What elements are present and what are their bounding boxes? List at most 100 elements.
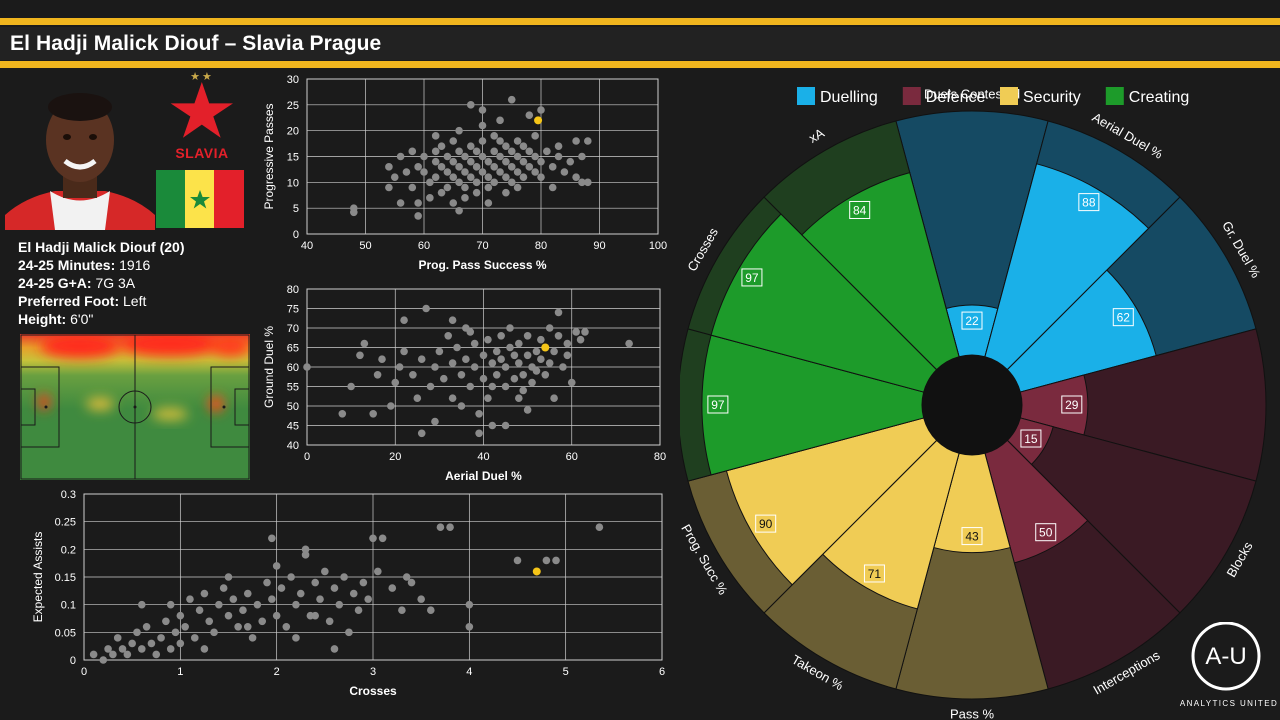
scatter-point: [513, 183, 522, 192]
scatter-point: [157, 634, 165, 642]
scatter-point: [550, 347, 558, 356]
scatter-point: [449, 157, 458, 166]
scatter-point: [455, 147, 463, 156]
scatter-point: [128, 639, 136, 648]
scatter-point: [523, 351, 532, 360]
scatter-point: [263, 578, 271, 587]
radar-value-badge: [1020, 429, 1042, 448]
scatter-point: [176, 639, 185, 648]
x-tick-label: 60: [418, 240, 430, 252]
scatter-point: [510, 351, 519, 360]
scatter-point: [340, 573, 348, 581]
scatter-point: [426, 382, 435, 391]
scatter-point: [502, 142, 510, 150]
minutes-value: 1916: [119, 257, 151, 273]
radar-value-label: 90: [759, 517, 773, 531]
scatter-point: [292, 600, 300, 609]
scatter-point: [446, 523, 454, 531]
scatter-point: [350, 208, 358, 217]
y-tick-label: 60: [287, 362, 299, 374]
scatter-point: [488, 359, 497, 367]
scatter-point: [532, 347, 541, 356]
scatter-point: [496, 152, 504, 161]
scatter-point: [472, 188, 481, 197]
scatter-point: [470, 363, 479, 371]
y-tick-label: 0.1: [61, 600, 76, 612]
scatter-point: [584, 178, 592, 187]
scatter-point: [625, 339, 633, 348]
scatter-point: [420, 152, 428, 161]
y-tick-label: 25: [287, 100, 299, 112]
scatter-point: [104, 645, 112, 653]
scatter-point: [461, 168, 469, 176]
y-axis-label: Progressive Passes: [262, 103, 276, 209]
x-axis-label: Aerial Duel %: [445, 469, 522, 483]
scatter-point: [431, 363, 439, 371]
scatter-point: [417, 429, 426, 438]
scatter-point: [345, 628, 353, 637]
scatter-point: [478, 106, 487, 114]
scatter-point: [431, 132, 440, 140]
scatter-point: [484, 173, 493, 181]
scatter-point: [455, 163, 463, 171]
scatter-point: [497, 332, 505, 340]
scatter-point: [461, 183, 469, 192]
scatter-point: [359, 578, 368, 587]
scatter-point: [478, 168, 487, 176]
scatter-point: [123, 650, 132, 659]
scatter-point: [465, 623, 474, 631]
scatter-point: [414, 163, 422, 171]
scatter-point: [478, 152, 487, 161]
scatter-point: [543, 147, 551, 156]
scatter-point: [537, 106, 545, 114]
scatter-point: [567, 378, 576, 387]
scatter-point: [296, 589, 305, 598]
scatter-point: [484, 199, 493, 207]
scatter-point: [109, 650, 117, 659]
scatter-point: [431, 417, 439, 426]
radar-value-badge: [961, 527, 983, 546]
scatter-point: [437, 142, 446, 150]
scatter-point: [466, 328, 475, 336]
scatter-point: [272, 562, 281, 570]
scatter-point: [321, 567, 329, 576]
scatter-point: [525, 111, 534, 119]
radar-value-label: 15: [1024, 432, 1038, 446]
scatter-point: [531, 132, 539, 140]
scatter-point: [554, 142, 563, 150]
scatter-point: [395, 363, 404, 371]
x-tick-label: 3: [370, 666, 376, 678]
scatter-point: [253, 600, 262, 609]
scatter-point: [484, 157, 493, 166]
scatter-point: [552, 556, 560, 565]
scatter-point: [542, 556, 551, 565]
scatter-point: [470, 339, 479, 348]
scatter-point: [523, 406, 532, 414]
scatter-point: [455, 126, 463, 135]
scatter-point: [554, 308, 563, 317]
scatter-point: [532, 367, 541, 375]
scatter-point: [519, 157, 528, 166]
foot-label: Preferred Foot:: [18, 293, 120, 309]
scatter-point: [467, 157, 475, 166]
scatter-point: [501, 421, 510, 430]
scatter-point: [496, 116, 504, 125]
scatter-point: [431, 173, 440, 181]
scatter-point: [147, 639, 156, 648]
scatter-point: [138, 645, 146, 653]
scatter-point: [398, 606, 406, 614]
scatter-point: [195, 606, 204, 614]
scatter-point: [515, 359, 523, 367]
scatter-point: [595, 523, 604, 531]
scatter-point: [292, 634, 300, 642]
scatter-point: [578, 178, 586, 187]
x-tick-label: 4: [466, 666, 472, 678]
scatter-point: [311, 578, 320, 587]
scatter-point: [472, 178, 481, 187]
scatter-point: [502, 188, 510, 197]
highlight-point: [534, 116, 543, 125]
scatter-point: [385, 183, 393, 192]
ga-label: 24-25 G+A:: [18, 275, 92, 291]
height-value: 6'0": [70, 311, 94, 327]
radar-value-badge: [1112, 308, 1134, 327]
